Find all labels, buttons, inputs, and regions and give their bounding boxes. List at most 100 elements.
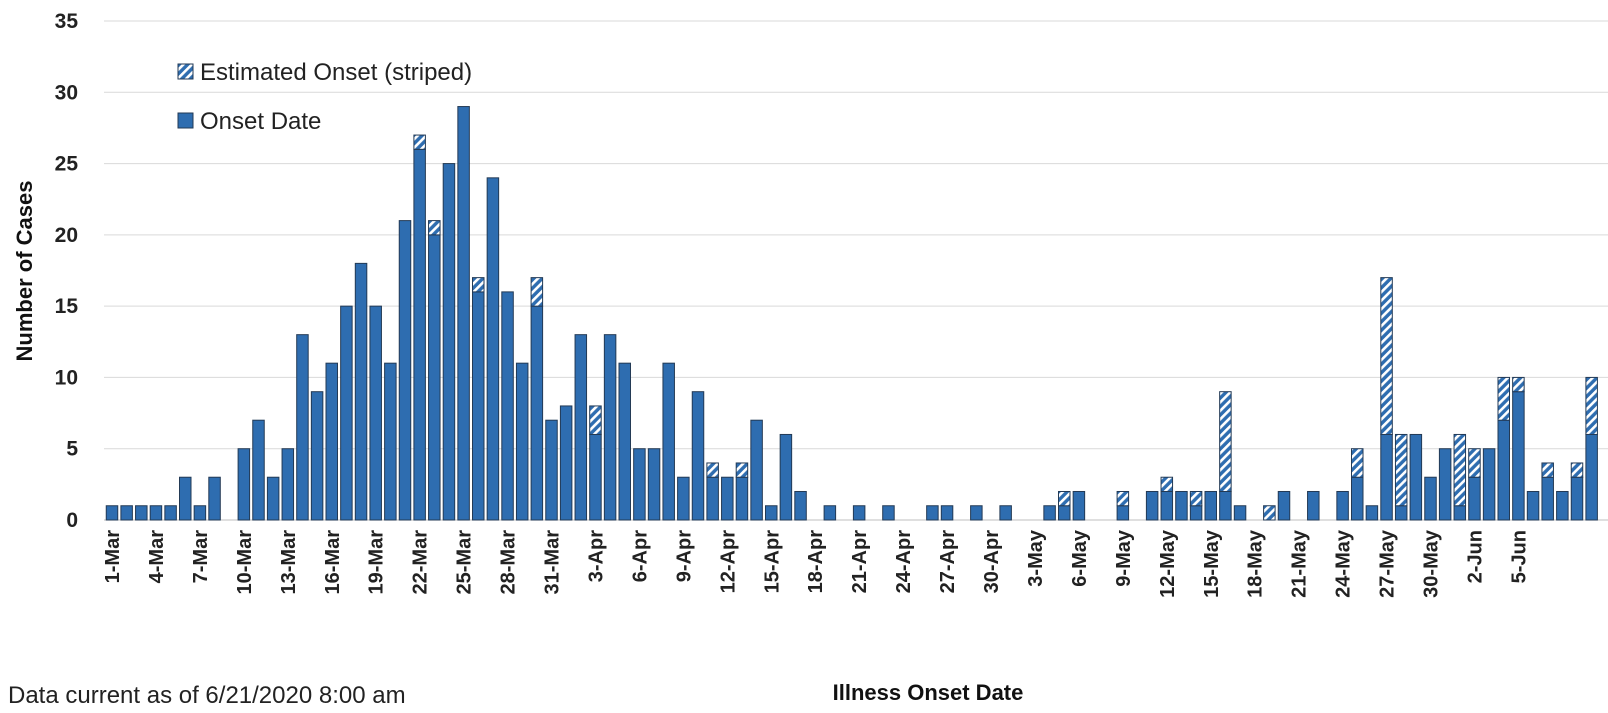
bar-estimated [428,220,441,236]
bar-onset [413,148,426,521]
bar-onset [120,505,133,521]
bar-onset [1380,433,1393,521]
bar-onset [369,305,382,521]
bar-estimated [1497,376,1510,421]
bar-estimated [413,134,426,150]
y-tick-label: 15 [55,295,79,318]
gridlines [104,20,1608,521]
bar-onset [442,163,456,521]
bar-onset [1160,490,1174,521]
x-tick-label: 1-Mar [102,530,124,584]
bar-onset [1526,490,1540,521]
x-tick-label: 28-Mar [498,530,520,595]
bar-estimated [1380,277,1393,435]
bar-onset [515,362,529,521]
bar-onset [662,362,675,521]
bar-onset [179,476,192,521]
bar-onset [721,476,734,521]
bar-onset [1116,505,1130,521]
bar-onset [882,505,895,521]
x-tick-label: 27-May [1377,529,1399,598]
bar-onset [1175,490,1188,521]
bar-onset [208,476,221,521]
x-tick-label: 13-Mar [278,530,300,595]
x-tick-label: 7-Mar [190,530,212,584]
bar-onset [296,334,309,521]
bar-onset [1438,448,1452,521]
bar-onset [457,106,470,521]
bar-onset [1482,448,1496,521]
bar-onset [266,476,280,521]
bar-estimated [1116,490,1130,507]
bar-onset [852,505,866,521]
y-axis-ticks: 0 5 10 15 20 25 30 35 [55,10,79,532]
x-tick-label: 9-Apr [673,530,695,582]
bar-onset [281,448,295,521]
bar-onset [779,433,793,521]
bar-onset [618,362,631,521]
y-tick-label: 30 [55,81,78,104]
bars [105,106,1598,521]
bar-onset [1204,490,1217,521]
bar-estimated [706,462,719,478]
bar-onset [252,419,265,521]
bar-onset [1468,476,1481,521]
bar-onset [691,391,705,521]
bar-onset [706,476,719,521]
bar-onset [589,433,602,521]
bar-onset [1058,505,1071,521]
bar-onset [603,334,617,521]
bar-onset [940,505,954,521]
bar-onset [823,505,837,521]
bar-onset [1307,490,1320,521]
bar-onset [633,448,646,521]
x-tick-label: 6-May [1069,529,1091,587]
x-tick-label: 10-Mar [234,530,256,595]
bar-onset [647,448,661,521]
bar-estimated [1160,476,1174,492]
bar-onset [970,505,983,521]
legend-swatch-onset [177,112,194,129]
bar-onset [1570,476,1584,521]
x-tick-label: 15-May [1201,529,1223,598]
bar-onset [1365,505,1379,521]
x-tick-label: 5-Jun [1508,530,1530,583]
x-tick-label: 3-Apr [585,530,607,582]
x-tick-label: 4-Mar [146,530,168,584]
y-axis-title: Number of Cases [12,181,37,362]
bar-estimated [1058,490,1071,507]
bar-onset [1145,490,1159,521]
bar-onset [735,476,749,521]
bar-onset [1189,505,1203,521]
x-tick-label: 15-Apr [761,530,783,594]
y-tick-label: 20 [55,224,78,247]
bar-onset [1336,490,1349,521]
y-tick-label: 35 [55,10,79,33]
bar-onset [559,405,573,521]
bar-onset [135,505,148,521]
bar-estimated [1570,462,1584,478]
bar-estimated [472,277,485,293]
legend-label-onset: Onset Date [200,108,321,135]
x-tick-label: 3-May [1025,529,1047,587]
x-tick-label: 19-Mar [366,530,388,595]
bar-onset [926,505,939,521]
bar-onset [574,334,588,521]
x-tick-label: 6-Apr [629,530,651,582]
bar-onset [1585,433,1598,521]
bar-onset [1394,505,1408,521]
bar-onset [1424,476,1437,521]
bar-onset [1351,476,1364,521]
bar-onset [999,505,1012,521]
bar-onset [1541,476,1554,521]
y-tick-label: 0 [66,509,78,532]
bar-onset [1512,391,1525,521]
bar-onset [1277,490,1291,521]
x-tick-label: 21-Apr [849,530,871,594]
bar-onset [354,262,368,521]
x-tick-label: 2-Jun [1464,530,1486,583]
bar-estimated [1263,505,1276,521]
bar-onset [1409,433,1423,521]
x-tick-label: 18-Apr [805,530,827,594]
